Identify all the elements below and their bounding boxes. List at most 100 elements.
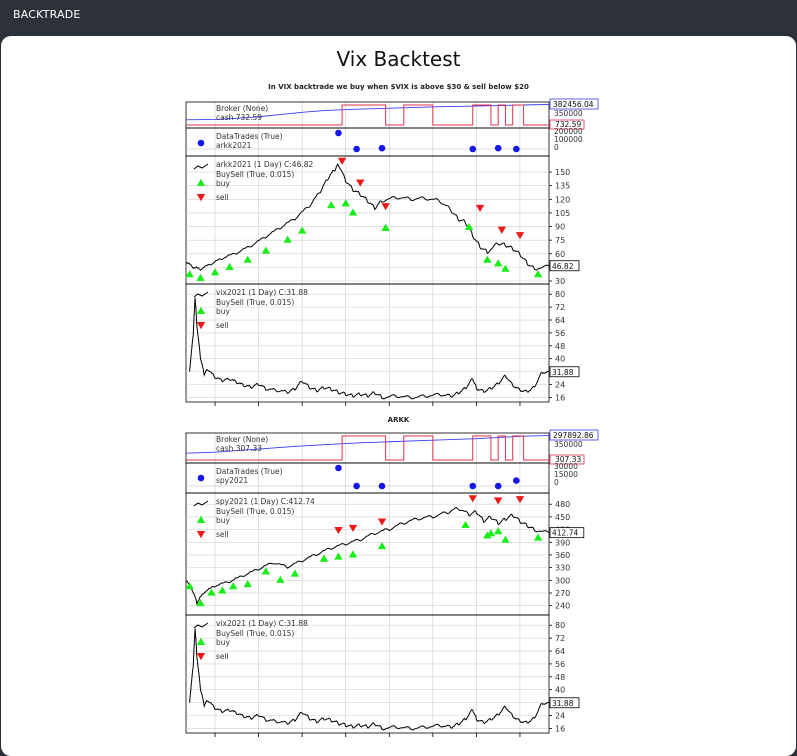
buy-marker [261, 567, 271, 575]
broker-value-tag-box [549, 98, 599, 110]
buy-marker [334, 552, 343, 560]
vix-price-line [189, 297, 550, 400]
price-label: spy2021 (1 Day) C:412.74 [216, 497, 315, 506]
price-ytick-label: 120 [555, 195, 570, 204]
price-legend-line-icon [193, 163, 209, 170]
broker-label: Broker (None) [216, 104, 268, 113]
vix-legend-line-icon [193, 291, 209, 298]
price-legend-buy-icon [196, 178, 206, 186]
price-ytick-label: 90 [555, 223, 565, 232]
buy-marker [196, 273, 205, 281]
price-ytick-label: 150 [555, 168, 570, 177]
trade-dot [353, 145, 360, 153]
brand-label[interactable]: BACKTRADE [13, 8, 81, 21]
price-buysell-label: BuySell (True, 0.015) [216, 507, 294, 516]
vix-legend-buy-icon [196, 637, 206, 645]
trades-label: DataTrades (True) [216, 467, 283, 476]
trades-data-label: spy2021 [216, 476, 248, 485]
sell-marker [377, 518, 387, 526]
broker-label: Broker (None) [216, 435, 268, 444]
buy-marker [243, 255, 252, 263]
vix-ytick-label: 72 [555, 303, 565, 312]
vix-ytick-label: 24 [555, 711, 565, 720]
trades-label: DataTrades (True) [216, 132, 283, 141]
price-legend-sell-icon [196, 531, 206, 539]
buy-marker [297, 226, 307, 234]
broker-ytick: 350000 [554, 440, 583, 449]
price-legend-buy-icon [196, 515, 206, 523]
vix-label: vix2021 (1 Day) C:31.88 [216, 619, 308, 628]
vix-ytick-label: 64 [555, 316, 565, 325]
price-price-tag: 46.82 [552, 262, 574, 271]
buy-marker [243, 579, 252, 588]
vix-ytick-label: 40 [555, 686, 565, 695]
vix-price-line [189, 628, 550, 731]
sell-marker [356, 179, 365, 187]
vix-buysell-label: BuySell (True, 0.015) [216, 298, 294, 307]
trade-dot [513, 145, 520, 153]
broker-cash-tag: 732.59 [555, 120, 581, 129]
buy-marker [461, 520, 470, 528]
broker-cash-tag-box [549, 454, 585, 465]
broker-cash-label: cash 307.33 [216, 444, 262, 453]
vix-label: vix2021 (1 Day) C:31.88 [216, 288, 308, 297]
price-ytick-label: 390 [555, 538, 570, 547]
vix-price-tag: 31.88 [552, 368, 574, 377]
vix-ytick-label: 24 [555, 380, 565, 389]
broker-value-tag: 382456.04 [553, 100, 594, 109]
trades-legend-dot [197, 474, 205, 482]
broker-cash-tag: 307.33 [555, 455, 581, 464]
price-price-tag-box [549, 527, 585, 539]
buy-marker [341, 199, 350, 207]
sell-marker [515, 496, 525, 504]
vix-sell-label: sell [216, 321, 229, 330]
buy-marker [483, 255, 492, 263]
vix-sell-label: sell [216, 652, 229, 661]
buy-marker [483, 531, 492, 539]
price-ytick-label: 450 [555, 513, 570, 522]
vix-price-tag-box [549, 366, 580, 378]
trades-ytick: 15000 [554, 470, 578, 479]
broker-cash-label: cash 732.59 [216, 113, 262, 122]
sell-marker [381, 203, 390, 211]
buy-marker [501, 535, 510, 543]
trades-ytick: 30000 [554, 462, 578, 471]
sell-marker [468, 495, 477, 503]
vix-legend-sell-icon [196, 322, 206, 330]
app-header: BACKTRADE [0, 0, 797, 29]
trades-ytick: 0 [554, 143, 559, 152]
buy-marker [381, 223, 390, 231]
buy-marker [464, 222, 474, 231]
trades-ytick: 0 [554, 478, 559, 487]
price-ytick-label: 75 [555, 236, 565, 245]
buy-marker [218, 586, 227, 594]
vix-ytick-label: 16 [555, 393, 565, 402]
buy-marker [533, 270, 543, 278]
vix-ytick-label: 64 [555, 647, 565, 656]
price-ytick-label: 270 [555, 589, 570, 598]
trade-dot [469, 145, 477, 153]
content-card: Vix Backtest In VIX backtrade we buy whe… [1, 36, 796, 756]
broker-value-tag: 297892.86 [553, 431, 594, 440]
price-legend-line-icon [193, 500, 209, 507]
buy-marker [185, 582, 194, 590]
buy-marker [276, 575, 285, 583]
sell-marker [493, 497, 503, 505]
vix-ytick-label: 40 [555, 355, 565, 364]
price-price-tag-box [549, 260, 580, 272]
buy-marker [207, 588, 216, 596]
price-label: arkk2021 (1 Day) C:46.82 [216, 160, 314, 169]
price-sell-label: sell [216, 530, 229, 539]
buy-marker [261, 246, 271, 254]
buy-marker [533, 533, 543, 541]
price-ytick-label: 330 [555, 564, 570, 573]
vix-legend-sell-icon [196, 653, 206, 661]
price-price-line [185, 163, 550, 271]
buy-marker [486, 529, 496, 537]
vix-ytick-label: 80 [555, 621, 565, 630]
price-buy-label: buy [216, 179, 231, 188]
broker-value-line [185, 103, 550, 121]
trade-dot [335, 464, 342, 472]
backtest-chart-spy: Broker (None)cash 307.33 30000 0 3500002978… [185, 429, 599, 737]
sell-marker [515, 232, 525, 240]
